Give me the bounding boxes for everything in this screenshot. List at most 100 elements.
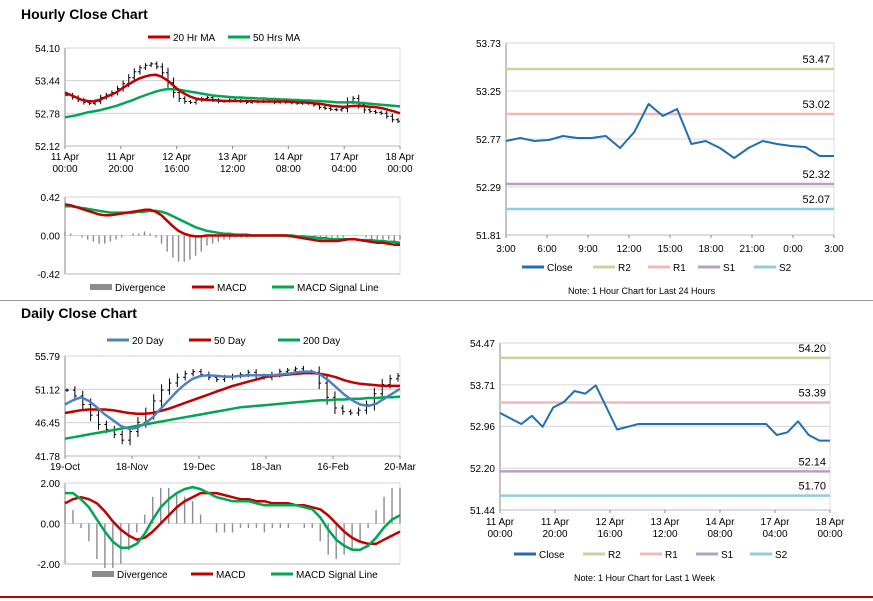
daily-price-200day-line xyxy=(64,395,401,440)
hourly-pivots-x-tick-label: 0:00 xyxy=(783,244,803,255)
daily-pivots-level-label-r2: 54.20 xyxy=(798,343,826,355)
daily-pivots-legend-label: Close xyxy=(539,550,565,561)
hourly-macd-signal-line xyxy=(65,204,401,245)
hourly-pivots-legend-label: S1 xyxy=(723,263,736,274)
bottom-divider xyxy=(0,596,873,598)
hourly-pivots-level-label-r1: 53.02 xyxy=(802,99,830,111)
hourly-price-x-tick-label: 00:00 xyxy=(52,164,77,175)
section-divider xyxy=(0,300,873,301)
daily-pivots-x-tick-label: 14 Apr xyxy=(706,517,736,528)
hourly-pivots-y-tick-label: 52.29 xyxy=(476,183,501,194)
hourly-price-x-tick-label: 16:00 xyxy=(164,164,189,175)
hourly-pivots-level-label-s2: 52.07 xyxy=(802,194,830,206)
daily-macd-legend-label: Divergence xyxy=(117,570,168,581)
daily-pivots-legend-label: S2 xyxy=(775,550,788,561)
hourly-pivots-legend-label: R2 xyxy=(618,263,631,274)
daily-pivots-x-tick-label: 12 Apr xyxy=(596,517,626,528)
daily-pivots-legend-label: R1 xyxy=(665,550,678,561)
hourly-pivots-x-tick-label: 6:00 xyxy=(537,244,557,255)
hourly-pivots-level-label-r2: 53.47 xyxy=(802,54,830,66)
daily-macd-y-tick-label: 0.00 xyxy=(41,520,61,531)
hourly-price-x-tick-label: 18 Apr xyxy=(386,152,416,163)
daily-pivots-x-tick-label: 12:00 xyxy=(652,529,677,540)
hourly-price-x-tick-label: 11 Apr xyxy=(107,152,136,163)
daily-macd-macd-line xyxy=(65,485,401,552)
hourly-pivots-y-tick-label: 53.25 xyxy=(476,87,501,98)
hourly-price-x-tick-label: 17 Apr xyxy=(330,152,360,163)
daily-pivots-level-label-r1: 53.39 xyxy=(798,388,826,400)
daily-price-x-tick-label: 18-Jan xyxy=(251,462,282,473)
hourly-macd-y-tick-label: 0.42 xyxy=(41,193,61,204)
daily-pivots-y-tick-label: 52.96 xyxy=(470,422,495,433)
hourly-price-y-tick-label: 54.10 xyxy=(35,44,60,55)
hourly-price-x-tick-label: 04:00 xyxy=(332,164,357,175)
daily-pivots-x-tick-label: 13 Apr xyxy=(651,517,681,528)
daily-pivots-close-line xyxy=(499,384,830,442)
daily-pivots-level-label-s2: 51.70 xyxy=(798,481,826,493)
daily-price-legend-label: 50 Day xyxy=(214,336,246,347)
hourly-pivots-x-tick-label: 3:00 xyxy=(824,244,844,255)
daily-pivots-x-tick-label: 04:00 xyxy=(762,529,787,540)
daily-price-y-tick-label: 51.12 xyxy=(35,385,60,396)
daily-price-x-tick-label: 16-Feb xyxy=(317,462,349,473)
hourly-pivots-x-tick-label: 21:00 xyxy=(739,244,764,255)
hourly-price-y-tick-label: 52.78 xyxy=(35,109,60,120)
hourly-price-20hr-ma-line xyxy=(64,73,401,115)
daily-pivots-legend-label: S1 xyxy=(721,550,734,561)
hourly-pivots-legend-label: R1 xyxy=(673,263,686,274)
hourly-price-legend-label: 20 Hr MA xyxy=(173,33,216,44)
hourly-price-x-tick-label: 12:00 xyxy=(220,164,245,175)
hourly-pivots-x-tick-label: 15:00 xyxy=(657,244,682,255)
daily-macd-signal-line xyxy=(64,491,401,546)
hourly-pivots-legend-label: Close xyxy=(547,263,573,274)
daily-pivots-x-tick-label: 11 Apr xyxy=(486,517,515,528)
hourly-macd-macd-line xyxy=(64,203,400,246)
hourly-macd-legend-label: Divergence xyxy=(115,283,166,294)
hourly-macd-legend-label: MACD Signal Line xyxy=(297,283,379,294)
daily-pivots-y-tick-label: 52.20 xyxy=(470,464,495,475)
daily-price-x-tick-label: 18-Nov xyxy=(116,462,148,473)
daily-pivot-note: Note: 1 Hour Chart for Last 1 Week xyxy=(574,573,715,583)
daily-pivots-x-tick-label: 17 Apr xyxy=(761,517,791,528)
daily-price-x-tick-label: 20-Mar xyxy=(384,462,416,473)
hourly-pivots-x-tick-label: 12:00 xyxy=(616,244,641,255)
hourly-price-x-tick-label: 20:00 xyxy=(108,164,133,175)
daily-pivots-x-tick-label: 11 Apr xyxy=(541,517,570,528)
daily-section-title: Daily Close Chart xyxy=(21,305,137,321)
daily-pivots-x-tick-label: 20:00 xyxy=(542,529,567,540)
daily-price-x-tick-label: 19-Oct xyxy=(50,462,80,473)
daily-pivots-y-tick-label: 53.71 xyxy=(470,381,495,392)
hourly-price-y-tick-label: 52.12 xyxy=(35,142,60,153)
hourly-pivots-y-tick-label: 52.77 xyxy=(476,135,501,146)
hourly-price-x-tick-label: 00:00 xyxy=(387,164,412,175)
hourly-pivots-x-tick-label: 3:00 xyxy=(496,244,516,255)
daily-pivots-y-tick-label: 51.44 xyxy=(470,506,495,517)
hourly-macd-y-tick-label: 0.00 xyxy=(41,232,61,243)
hourly-macd-y-tick-label: -0.42 xyxy=(37,270,60,281)
hourly-pivots-x-tick-label: 9:00 xyxy=(578,244,598,255)
daily-macd-y-tick-label: 2.00 xyxy=(41,479,61,490)
daily-price-legend-label: 20 Day xyxy=(132,336,164,347)
daily-price-x-tick-label: 19-Dec xyxy=(183,462,215,473)
daily-price-y-tick-label: 41.78 xyxy=(35,452,60,463)
daily-pivots-x-tick-label: 16:00 xyxy=(597,529,622,540)
daily-pivots-level-label-s1: 52.14 xyxy=(798,456,826,468)
daily-pivots-x-tick-label: 18 Apr xyxy=(816,517,846,528)
hourly-pivots-legend-label: S2 xyxy=(779,263,792,274)
hourly-pivot-note: Note: 1 Hour Chart for Last 24 Hours xyxy=(568,286,716,296)
daily-price-y-tick-label: 46.45 xyxy=(35,419,60,430)
hourly-pivots-close-line xyxy=(505,103,834,159)
hourly-price-x-tick-label: 11 Apr xyxy=(51,152,80,163)
daily-pivots-y-tick-label: 54.47 xyxy=(470,339,495,350)
hourly-price-y-tick-label: 53.44 xyxy=(35,77,60,88)
hourly-price-x-tick-label: 12 Apr xyxy=(162,152,192,163)
hourly-price-x-tick-label: 14 Apr xyxy=(274,152,304,163)
hourly-section-title: Hourly Close Chart xyxy=(21,6,148,22)
daily-price-legend-label: 200 Day xyxy=(303,336,340,347)
daily-pivots-x-tick-label: 00:00 xyxy=(817,529,842,540)
hourly-price-legend-label: 50 Hrs MA xyxy=(253,33,301,44)
daily-macd-legend-label: MACD xyxy=(216,570,245,581)
hourly-pivots-y-tick-label: 51.81 xyxy=(476,231,501,242)
daily-macd-legend-label: MACD Signal Line xyxy=(296,570,378,581)
